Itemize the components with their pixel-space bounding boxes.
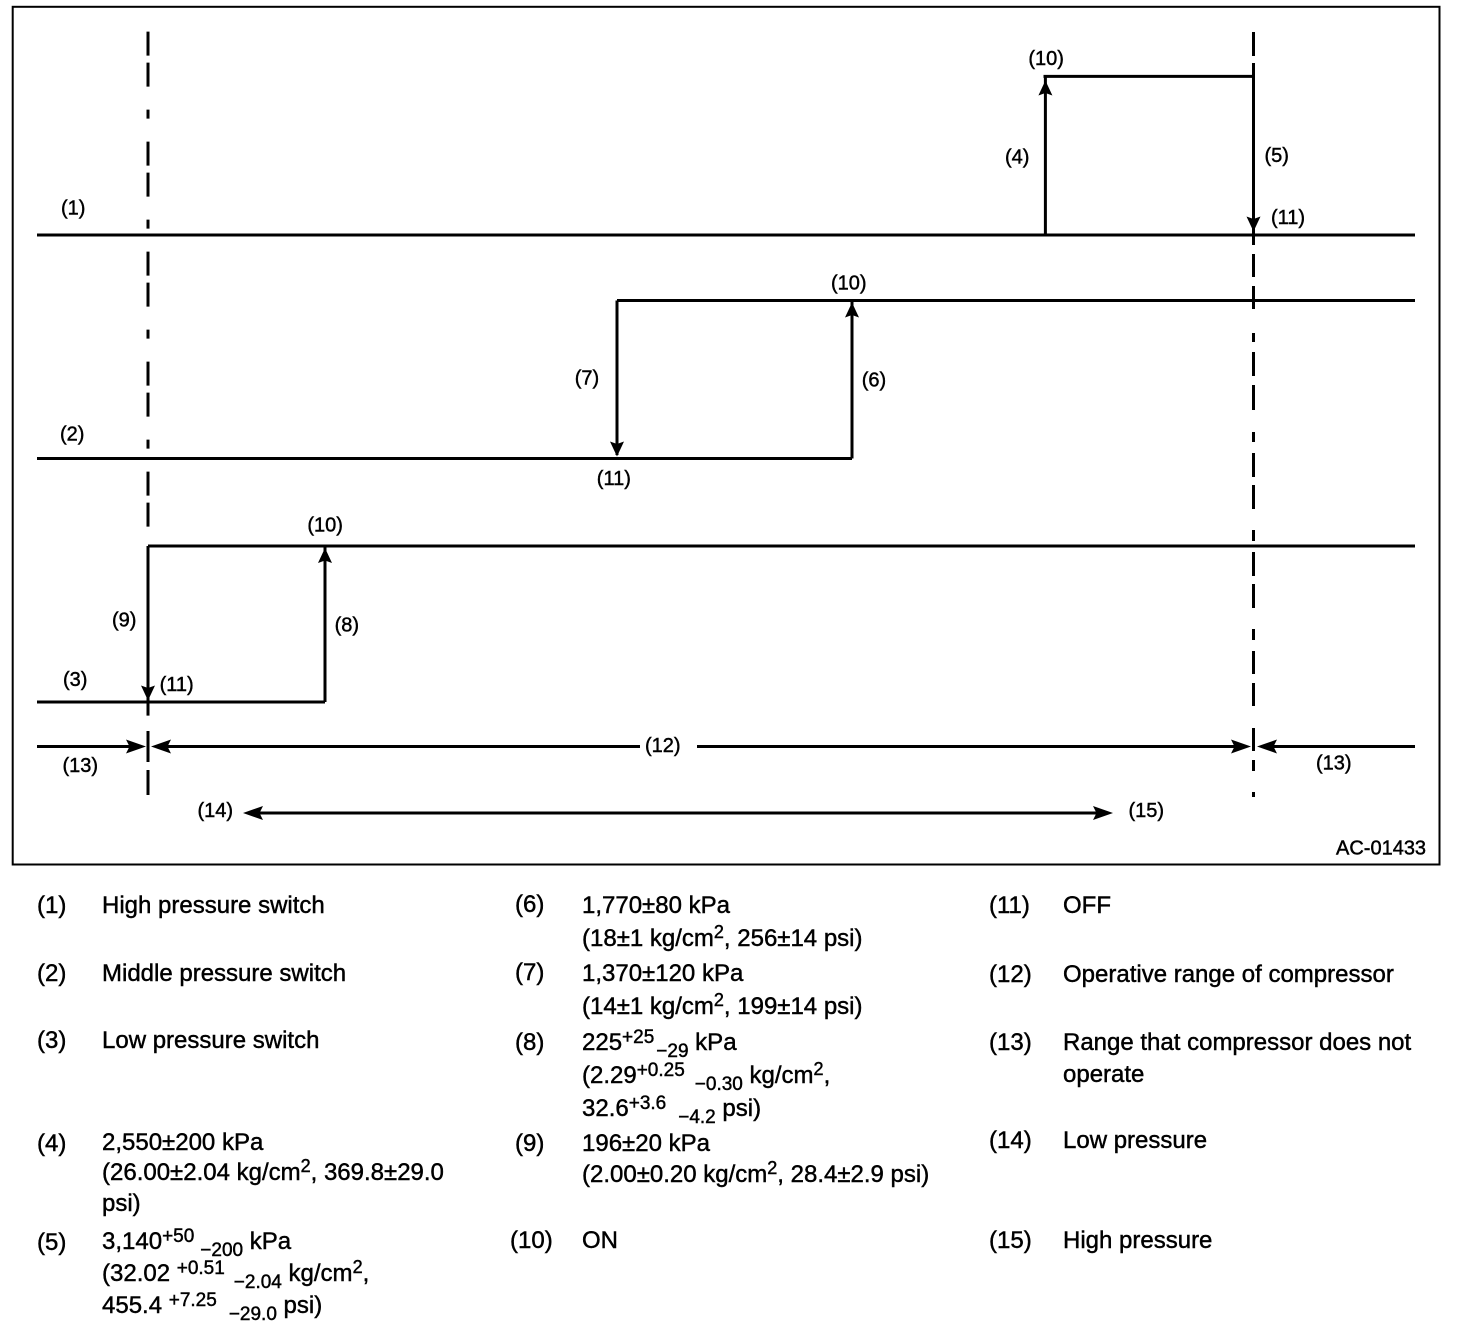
svg-text:(5): (5) [1265,145,1289,167]
svg-text:(1): (1) [61,198,85,220]
svg-text:(4): (4) [1005,147,1029,169]
svg-text:(13): (13) [63,755,99,777]
svg-text:(11): (11) [160,674,194,696]
svg-text:(11): (11) [597,468,631,490]
svg-text:(3): (3) [63,669,87,691]
svg-text:(10): (10) [1028,48,1064,70]
svg-text:(12): (12) [645,735,681,757]
svg-text:(7): (7) [575,368,599,390]
svg-text:(9): (9) [112,610,136,632]
svg-text:(10): (10) [831,273,867,295]
svg-text:(14): (14) [198,800,234,822]
svg-text:(8): (8) [335,615,359,637]
svg-text:(2): (2) [60,424,84,446]
svg-text:(11): (11) [1271,207,1305,229]
svg-text:AC-01433: AC-01433 [1336,838,1426,860]
svg-text:(10): (10) [307,515,343,537]
svg-text:(13): (13) [1316,753,1352,775]
svg-text:(6): (6) [862,370,886,392]
svg-text:(15): (15) [1129,800,1165,822]
